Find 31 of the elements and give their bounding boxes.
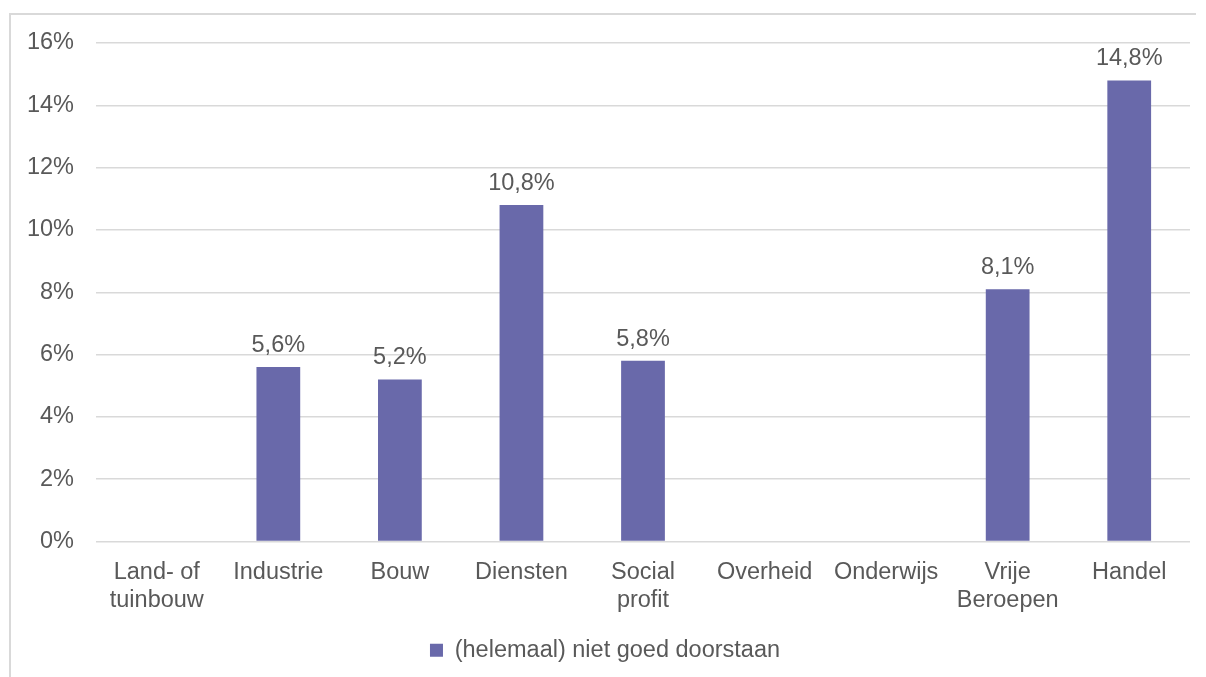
x-tick-label: Social profit [610, 558, 676, 612]
y-tick-label: 2% [40, 464, 75, 491]
bar [621, 360, 665, 541]
data-label: 5,2% [373, 343, 427, 370]
data-label: 5,6% [251, 331, 306, 358]
x-tick-label: Vrije Beroepen [956, 558, 1059, 612]
bar [378, 379, 422, 541]
x-tick-label: Industrie [233, 558, 324, 585]
y-tick-label: 8% [40, 277, 75, 304]
x-tick-label: Handel [1091, 558, 1167, 585]
bar [256, 367, 301, 541]
data-label: 14,8% [1095, 44, 1163, 71]
data-label: 5,8% [616, 324, 670, 351]
x-tick-label: Overheid [716, 558, 813, 585]
x-tick-label: Onderwijs [833, 558, 939, 585]
data-label: 8,1% [980, 253, 1035, 280]
legend-label: (helemaal) niet goed doorstaan [454, 635, 781, 662]
bar [985, 289, 1030, 541]
data-label: 10,8% [488, 169, 555, 196]
bar [1107, 80, 1152, 541]
bar [499, 205, 544, 541]
x-tick-label: Diensten [475, 558, 568, 585]
y-tick-label: 0% [40, 526, 75, 553]
x-tick-label: Bouw [370, 558, 431, 585]
y-tick-label: 4% [40, 402, 75, 429]
y-tick-label: 14% [26, 90, 75, 117]
y-tick-label: 12% [26, 153, 75, 180]
y-tick-label: 10% [26, 215, 75, 242]
y-tick-label: 16% [26, 28, 75, 55]
y-tick-label: 6% [40, 340, 75, 367]
x-tick-label: Land- of tuinbouw [109, 558, 205, 612]
